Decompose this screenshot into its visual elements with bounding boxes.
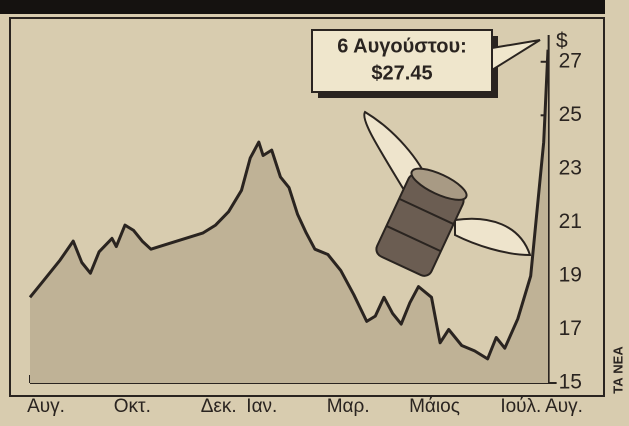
y-tick-label: 23 [559, 156, 582, 179]
title-bar [0, 0, 605, 14]
chart: $ 6 Αυγούστου: $27.45 ΤΑ ΝΕΑ 15171921232… [0, 0, 629, 426]
y-tick-label: 27 [559, 49, 582, 72]
x-tick-label: Οκτ. [114, 396, 151, 417]
x-tick-label: Δεκ. [201, 396, 237, 417]
x-tick-label: Ιαν. [246, 396, 277, 417]
y-tick-label: 25 [559, 103, 582, 126]
area [30, 50, 548, 383]
callout: 6 Αυγούστου: $27.45 [312, 30, 540, 98]
wing [455, 219, 530, 255]
x-tick-label: Αυγ. [545, 396, 583, 417]
x-tick-label: Μάιος [409, 396, 460, 417]
y-tick-label: 19 [559, 263, 582, 286]
annotation-date: 6 Αυγούστου: [337, 35, 467, 57]
source: ΤΑ ΝΕΑ [610, 346, 625, 394]
page: {"chart_data": {"type": "line", "y_unit"… [0, 0, 629, 426]
barrel-illustration [364, 112, 530, 278]
y-tick-label: 21 [559, 210, 582, 233]
y-tick-label: 15 [559, 371, 582, 394]
x-tick-label: Μαρ. [327, 396, 370, 417]
x-tick-label: Ιούλ. [500, 396, 541, 417]
callout-pointer [492, 40, 540, 70]
y-tick-label: 17 [559, 317, 582, 340]
annotation-value: $27.45 [371, 62, 432, 84]
x-tick-label: Αυγ. [27, 396, 65, 417]
